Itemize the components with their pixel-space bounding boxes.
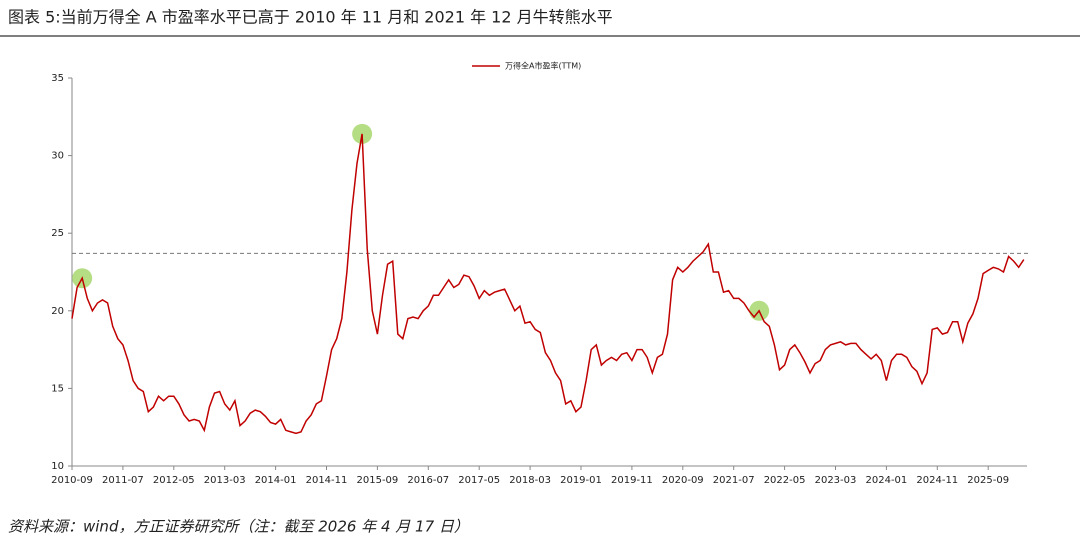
x-tick-label: 2023-03 [815, 475, 857, 486]
x-tick-label: 2024-01 [866, 475, 908, 486]
x-tick-label: 2024-11 [916, 475, 958, 486]
y-tick-label: 35 [51, 73, 64, 84]
y-tick-label: 20 [51, 306, 64, 317]
x-tick-label: 2012-05 [153, 475, 195, 486]
x-tick-label: 2022-05 [764, 475, 806, 486]
x-tick-label: 2014-11 [306, 475, 348, 486]
x-tick-label: 2020-09 [662, 475, 704, 486]
x-tick-label: 2025-09 [967, 475, 1009, 486]
x-tick-label: 2017-05 [458, 475, 500, 486]
x-tick-label: 2019-11 [611, 475, 653, 486]
legend-label: 万得全A市盈率(TTM) [505, 61, 581, 71]
y-tick-label: 25 [51, 228, 64, 239]
x-tick-label: 2018-03 [509, 475, 551, 486]
source-note: 资料来源：wind，方正证券研究所（注：截至 2026 年 4 月 17 日） [8, 518, 469, 536]
x-tick-label: 2021-07 [713, 475, 755, 486]
x-tick-label: 2019-01 [560, 475, 602, 486]
x-tick-label: 2011-07 [102, 475, 144, 486]
y-tick-label: 15 [51, 383, 64, 394]
series-line [71, 133, 1025, 435]
x-tick-label: 2013-03 [204, 475, 246, 486]
y-tick-label: 30 [51, 151, 64, 162]
y-tick-label: 10 [51, 461, 64, 472]
x-tick-label: 2010-09 [51, 475, 93, 486]
x-tick-label: 2016-07 [407, 475, 449, 486]
chart-title: 图表 5:当前万得全 A 市盈率水平已高于 2010 年 11 月和 2021 … [8, 8, 613, 27]
x-tick-label: 2015-09 [357, 475, 399, 486]
x-tick-label: 2014-01 [255, 475, 297, 486]
